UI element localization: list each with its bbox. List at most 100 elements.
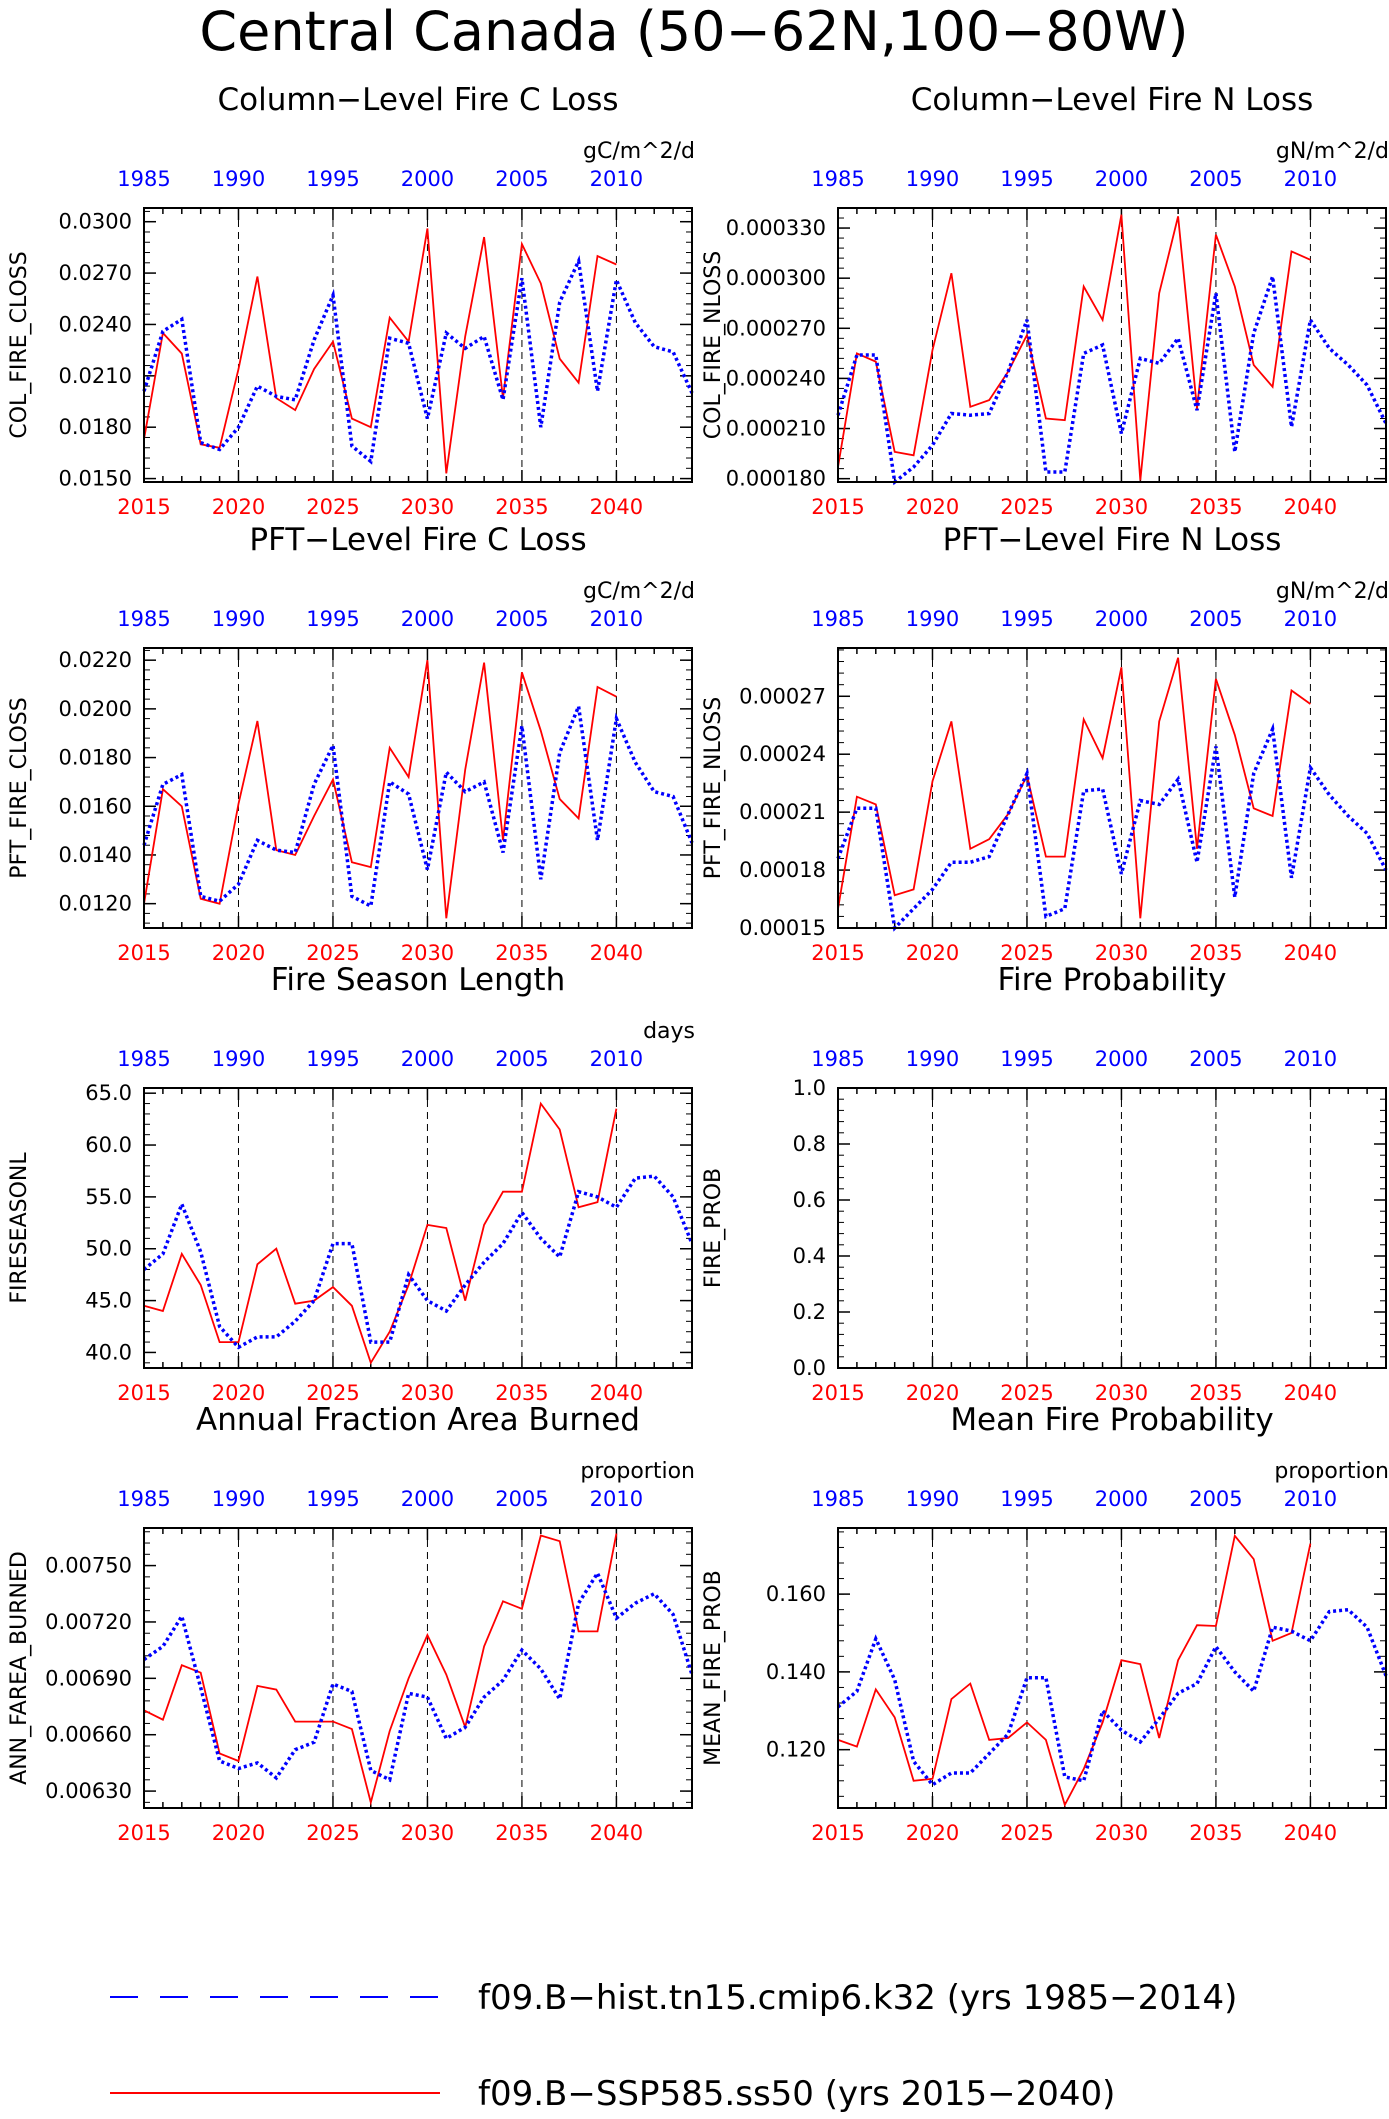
x-tick-label-top: 2000 <box>1095 1487 1148 1511</box>
y-tick-label: 0.120 <box>766 1738 826 1762</box>
x-tick-label-top: 2010 <box>590 1487 643 1511</box>
panel-units: gC/m^2/d <box>583 139 695 164</box>
y-tick-label: 45.0 <box>85 1289 132 1313</box>
series-line-ssp <box>143 228 617 474</box>
y-tick-label: 0.8 <box>793 1132 826 1156</box>
y-tick-label: 1.0 <box>793 1076 826 1100</box>
x-tick-label-bottom: 2030 <box>401 941 454 965</box>
y-tick-label: 0.0180 <box>59 415 132 439</box>
chart-panel-5: Fire Season Length days FIRESEASONL 2015 202… <box>7 962 695 1405</box>
x-tick-label-top: 2005 <box>1189 607 1242 631</box>
x-tick-label-bottom: 2030 <box>401 1381 454 1405</box>
x-tick-label-bottom: 2015 <box>117 495 170 519</box>
x-tick-label-top: 2010 <box>1284 1047 1337 1071</box>
legend: f09.B−hist.tn15.cmip6.k32 (yrs 1985−2014… <box>110 1978 1237 2114</box>
x-tick-label-bottom: 2020 <box>906 941 959 965</box>
x-tick-label-bottom: 2025 <box>1000 1821 1053 1845</box>
panel-units: gN/m^2/d <box>1276 579 1389 604</box>
x-tick-label-bottom: 2020 <box>212 941 265 965</box>
y-tick-label: 0.0120 <box>59 892 132 916</box>
x-tick-label-bottom: 2015 <box>811 941 864 965</box>
y-tick-label: 0.0160 <box>59 794 132 818</box>
x-tick-label-bottom: 2025 <box>306 1381 359 1405</box>
x-tick-label-bottom: 2030 <box>1095 1821 1148 1845</box>
panel-title: PFT−Level Fire N Loss <box>943 522 1282 558</box>
panel-title: Mean Fire Probability <box>950 1402 1273 1438</box>
x-tick-label-top: 2000 <box>1095 1047 1148 1071</box>
x-tick-label-top: 2005 <box>1189 167 1242 191</box>
x-tick-label-top: 2010 <box>1284 1487 1337 1511</box>
legend-ssp-label: f09.B−SSP585.ss50 (yrs 2015−2040) <box>478 2074 1115 2114</box>
x-tick-label-bottom: 2035 <box>495 1821 548 1845</box>
y-tick-label: 0.0150 <box>59 467 132 491</box>
series-line-hist <box>142 254 694 465</box>
x-tick-label-top: 1990 <box>212 1487 265 1511</box>
x-tick-label-bottom: 2015 <box>117 1381 170 1405</box>
x-tick-label-bottom: 2035 <box>495 941 548 965</box>
x-tick-label-top: 1990 <box>906 607 959 631</box>
x-tick-label-bottom: 2030 <box>401 495 454 519</box>
x-tick-label-bottom: 2030 <box>1095 1381 1148 1405</box>
x-tick-label-top: 1995 <box>306 607 359 631</box>
x-tick-label-bottom: 2030 <box>1095 941 1148 965</box>
panel-units: gC/m^2/d <box>583 579 695 604</box>
panel-units: days <box>643 1019 695 1044</box>
y-tick-label: 0.0300 <box>59 210 132 234</box>
y-tick-label: 0.0 <box>793 1356 826 1380</box>
y-tick-label: 0.000300 <box>726 266 826 290</box>
series-line-ssp <box>837 1533 1312 1808</box>
plot-frame <box>143 207 693 483</box>
y-tick-label: 0.160 <box>766 1582 826 1606</box>
x-tick-label-top: 1995 <box>1000 1047 1053 1071</box>
x-tick-label-top: 1990 <box>906 1047 959 1071</box>
y-tick-label: 0.000180 <box>726 467 826 491</box>
x-tick-label-top: 1995 <box>306 1047 359 1071</box>
x-tick-label-top: 2010 <box>1284 607 1337 631</box>
panels-group: Column−Level Fire C Loss gC/m^2/d COL_FIRE… <box>7 82 1389 1845</box>
x-tick-label-bottom: 2030 <box>1095 495 1148 519</box>
x-tick-label-top: 1990 <box>906 167 959 191</box>
panel-title: Column−Level Fire N Loss <box>911 82 1314 118</box>
y-tick-label: 0.00018 <box>739 858 826 882</box>
y-tick-label: 0.4 <box>793 1244 826 1268</box>
x-tick-label-top: 2005 <box>1189 1487 1242 1511</box>
x-tick-label-top: 2005 <box>1189 1047 1242 1071</box>
series-line-hist <box>142 1174 694 1350</box>
x-tick-label-bottom: 2035 <box>1189 941 1242 965</box>
y-tick-label: 0.0200 <box>59 697 132 721</box>
panel-units: proportion <box>1274 1459 1389 1484</box>
plot-frame <box>837 207 1387 483</box>
x-tick-label-bottom: 2015 <box>117 1821 170 1845</box>
series-line-ssp <box>837 657 1311 919</box>
y-tick-label: 0.00015 <box>739 916 826 940</box>
x-tick-label-bottom: 2020 <box>212 1381 265 1405</box>
legend-hist-label: f09.B−hist.tn15.cmip6.k32 (yrs 1985−2014… <box>478 1978 1237 2018</box>
x-tick-label-top: 1985 <box>117 607 170 631</box>
y-axis-label: COL_FIRE_NLOSS <box>701 251 726 439</box>
x-tick-label-bottom: 2025 <box>306 1821 359 1845</box>
page-title: Central Canada (50−62N,100−80W) <box>199 0 1188 63</box>
chart-panel-3: PFT−Level Fire C Loss gC/m^2/d PFT_FIRE_CL… <box>7 522 695 965</box>
y-axis-label: MEAN_FIRE_PROB <box>701 1570 726 1766</box>
x-tick-label-bottom: 2040 <box>590 1821 643 1845</box>
y-tick-label: 0.00690 <box>45 1666 132 1690</box>
series-line-hist <box>836 1607 1388 1788</box>
x-tick-label-top: 2010 <box>1284 167 1337 191</box>
series-line-ssp <box>143 1533 618 1806</box>
y-tick-label: 0.0210 <box>59 364 132 388</box>
x-tick-label-bottom: 2025 <box>306 495 359 519</box>
y-tick-label: 0.2 <box>793 1300 826 1324</box>
y-axis-label: PFT_FIRE_NLOSS <box>701 697 726 879</box>
x-tick-label-bottom: 2035 <box>495 1381 548 1405</box>
series-line-hist <box>836 275 1388 486</box>
x-tick-label-top: 2010 <box>590 607 643 631</box>
x-tick-label-top: 2005 <box>495 607 548 631</box>
y-tick-label: 65.0 <box>85 1081 132 1105</box>
y-tick-label: 0.00660 <box>45 1723 132 1747</box>
y-axis-label: PFT_FIRE_CLOSS <box>7 697 32 878</box>
plot-frame <box>837 1087 1387 1369</box>
plot-frame <box>143 1087 693 1369</box>
x-tick-label-bottom: 2020 <box>212 1821 265 1845</box>
chart-panel-4: PFT−Level Fire N Loss gN/m^2/d PFT_FIRE_NL… <box>701 522 1389 965</box>
y-tick-label: 0.140 <box>766 1660 826 1684</box>
